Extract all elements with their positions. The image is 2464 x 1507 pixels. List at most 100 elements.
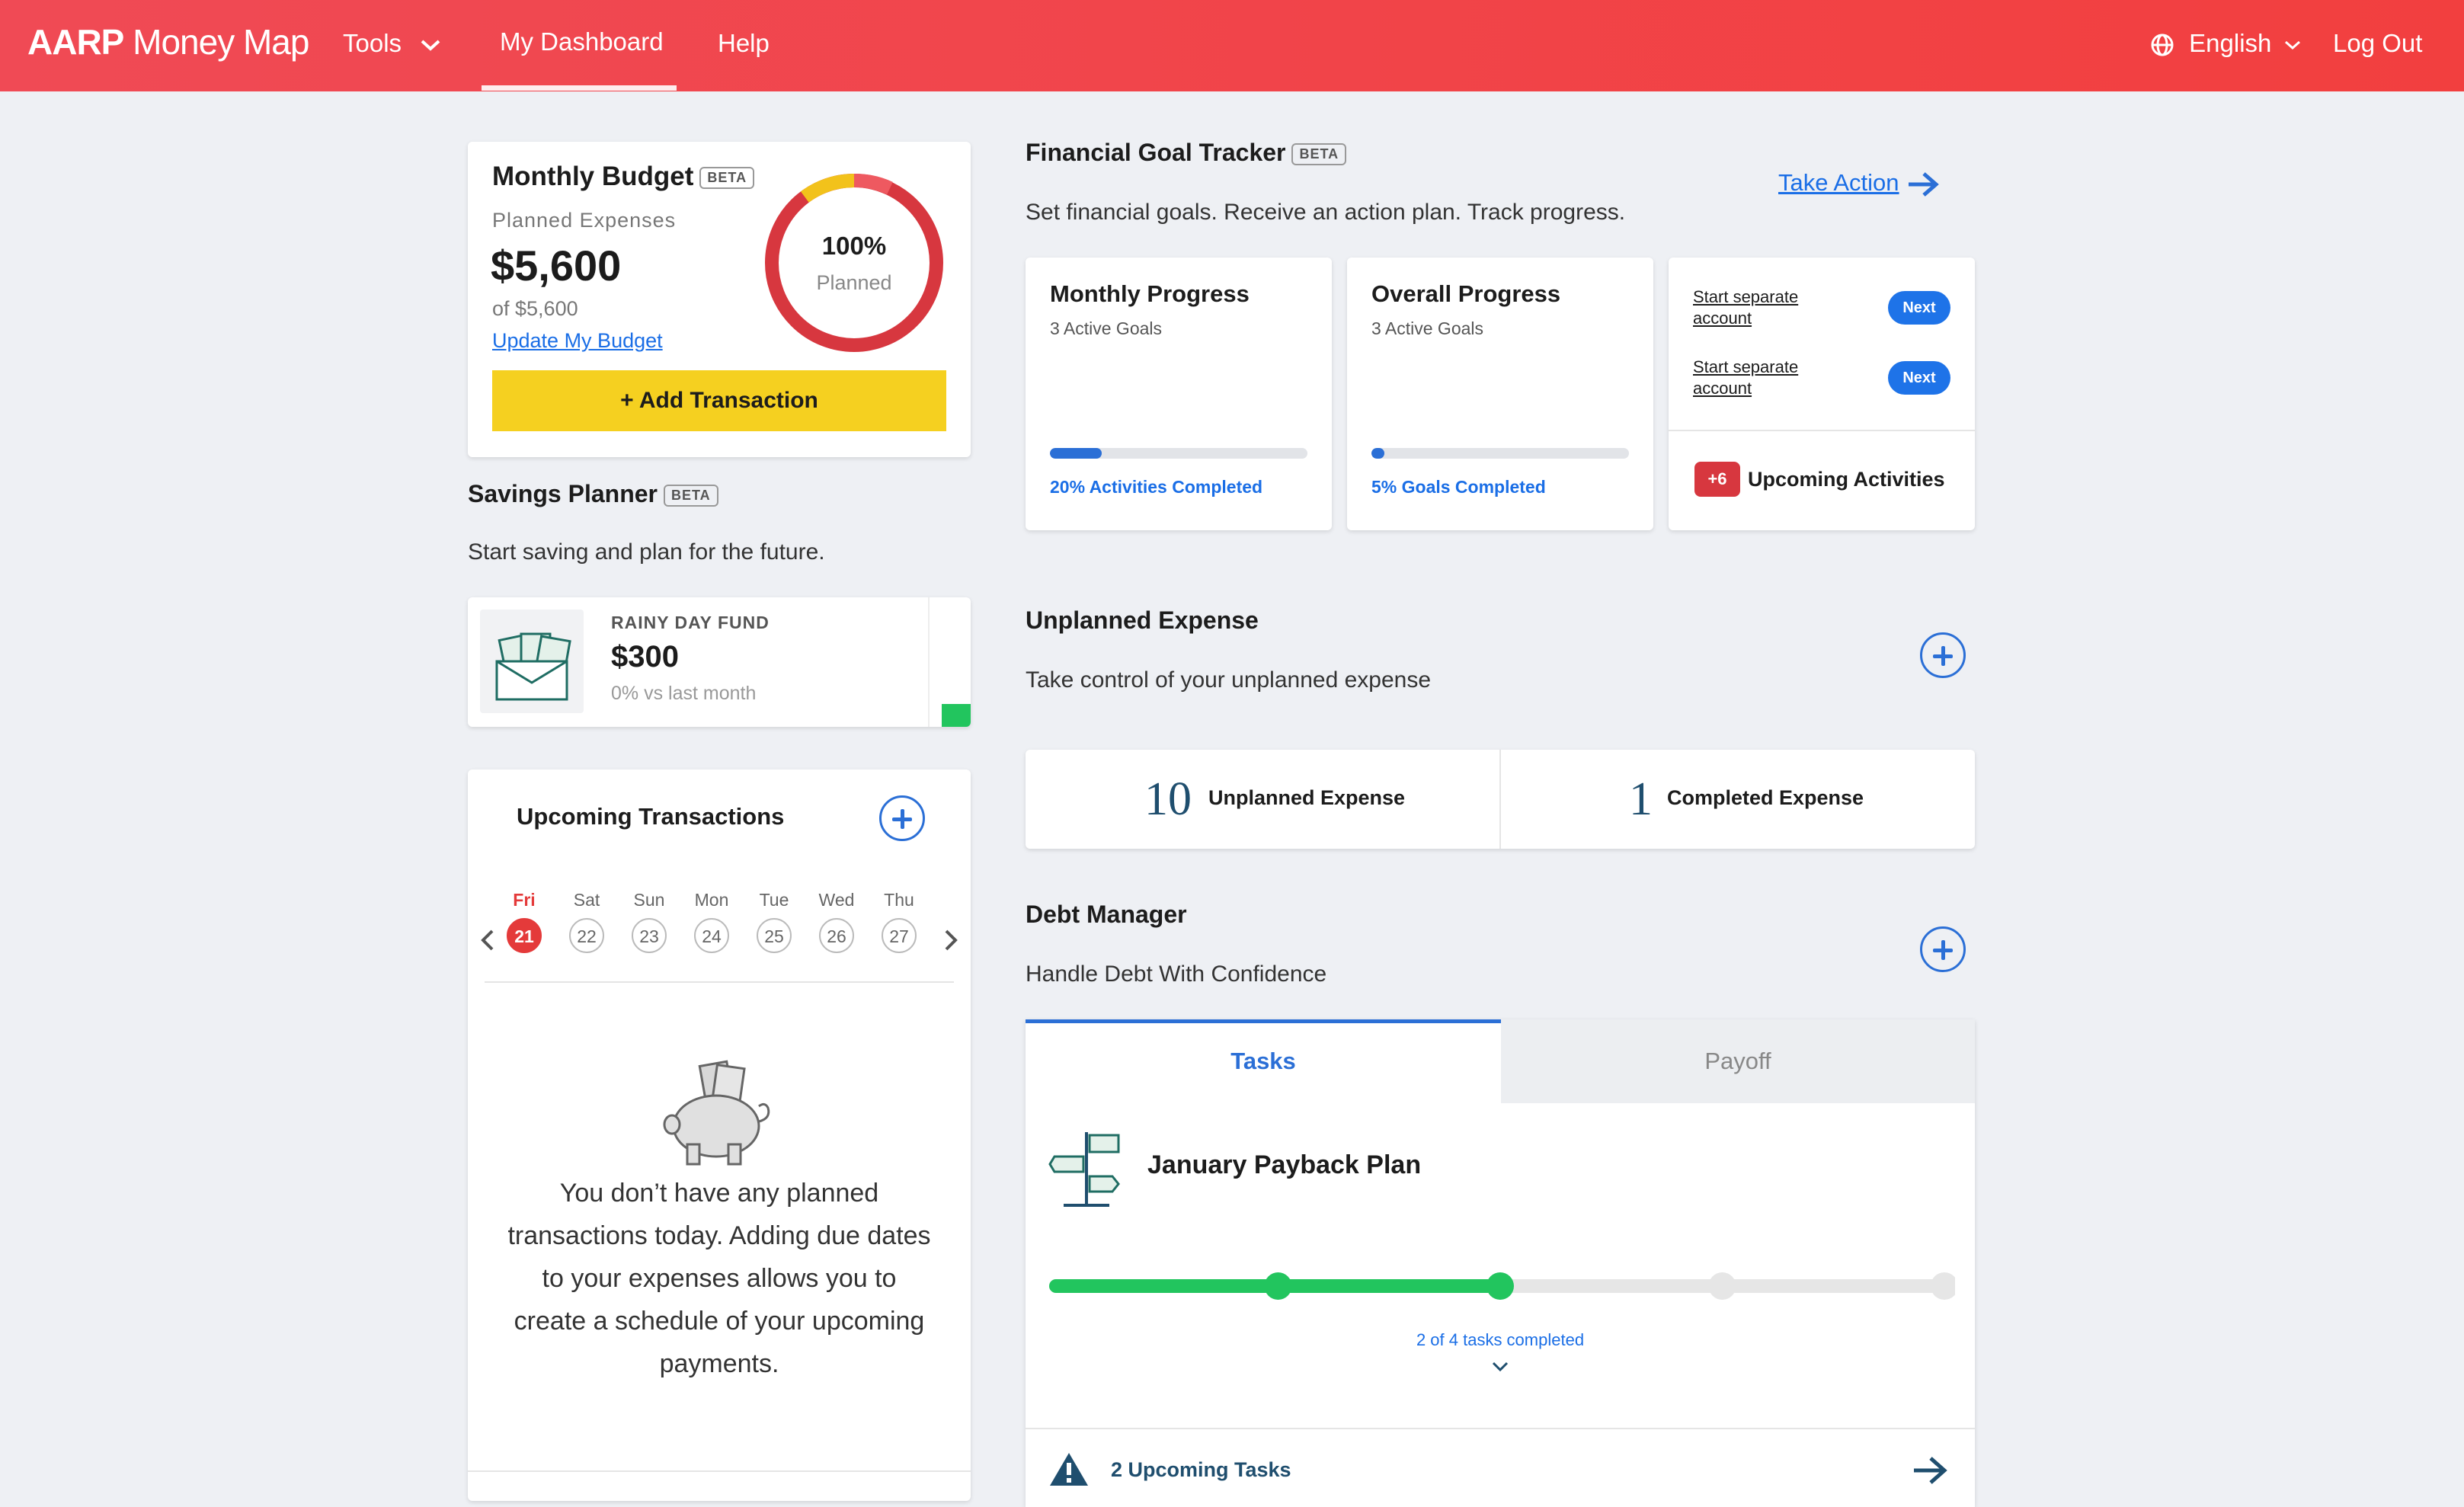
tab-tasks[interactable]: Tasks xyxy=(1026,1019,1501,1103)
take-action-link[interactable]: Take Action xyxy=(1778,169,1941,198)
arrow-right-icon xyxy=(1909,171,1939,197)
unplanned-count: 10 xyxy=(1144,773,1192,825)
add-transaction-button[interactable]: + Add Transaction xyxy=(492,370,946,431)
donut-segment-pink xyxy=(853,174,893,195)
goal-tracker-title: Financial Goal Tracker BETA xyxy=(1026,139,1347,167)
add-upcoming-transaction-button[interactable] xyxy=(879,795,925,841)
day-number: 23 xyxy=(632,918,667,953)
monthly-progress-bar xyxy=(1050,448,1307,459)
goal-tracker-title-text: Financial Goal Tracker xyxy=(1026,139,1286,166)
debt-manager-title: Debt Manager xyxy=(1026,901,1187,928)
fund-progress-fill xyxy=(942,704,971,727)
day-of-week: Fri xyxy=(513,890,536,910)
beta-badge: BETA xyxy=(1291,143,1347,166)
overall-progress-bar xyxy=(1371,448,1629,459)
take-action-label: Take Action xyxy=(1778,169,1899,196)
upcoming-transactions-title: Upcoming Transactions xyxy=(517,803,785,830)
nav-my-dashboard[interactable]: My Dashboard xyxy=(500,27,664,56)
language-selector[interactable]: English xyxy=(2150,29,2302,58)
day-of-week: Tue xyxy=(759,890,789,910)
planned-amount: $5,600 xyxy=(491,242,622,290)
day-number: 26 xyxy=(819,918,854,953)
day-of-week: Wed xyxy=(818,890,855,910)
payback-plan-name: January Payback Plan xyxy=(1147,1150,1422,1179)
unplanned-expense-stat[interactable]: 10 Unplanned Expense xyxy=(1026,750,1499,849)
aarp-money-map-logo[interactable]: AARP Money Map xyxy=(27,21,309,62)
chevron-right-icon[interactable] xyxy=(942,928,960,952)
calendar-day[interactable]: Tue 25 xyxy=(744,890,805,953)
tab-payoff[interactable]: Payoff xyxy=(1501,1019,1975,1103)
update-budget-link[interactable]: Update My Budget xyxy=(492,329,663,352)
completed-expense-stat[interactable]: 1 Completed Expense xyxy=(1501,750,1975,849)
calendar-day[interactable]: Sat 22 xyxy=(556,890,617,953)
monthly-active-goals: 3 Active Goals xyxy=(1050,318,1163,338)
completed-count: 1 xyxy=(1629,773,1653,825)
fund-amount: $300 xyxy=(611,640,679,674)
activity-next-button[interactable]: Next xyxy=(1888,291,1950,325)
donut-percent: 100% xyxy=(821,232,887,260)
tasks-completed-caption[interactable]: 2 of 4 tasks completed xyxy=(1416,1330,1585,1349)
piggy-bank-icon xyxy=(663,1060,770,1166)
upcoming-tasks-label[interactable]: 2 Upcoming Tasks xyxy=(1111,1458,1291,1481)
day-of-week: Sat xyxy=(573,890,600,910)
nav-help[interactable]: Help xyxy=(718,29,770,57)
signpost-icon xyxy=(1048,1132,1120,1207)
unplanned-expense-subtitle: Take control of your unplanned expense xyxy=(1026,667,1432,693)
fund-progress-meter xyxy=(928,597,971,727)
money-envelope-icon xyxy=(480,610,584,713)
budget-total: of $5,600 xyxy=(492,297,578,320)
beta-badge: BETA xyxy=(663,485,718,507)
monthly-budget-title: Monthly Budget BETA xyxy=(492,162,755,192)
activity-item-label[interactable]: Start separate account xyxy=(1693,287,1799,328)
logo-brand: AARP xyxy=(27,22,124,62)
add-unplanned-expense-button[interactable] xyxy=(1920,632,1966,678)
overall-progress-caption: 5% Goals Completed xyxy=(1371,477,1546,497)
calendar-day[interactable]: Sun 23 xyxy=(619,890,680,953)
logo-product: Money Map xyxy=(133,22,309,62)
upcoming-activities-badge: +6 xyxy=(1694,462,1740,497)
monthly-progress-card[interactable]: Monthly Progress 3 Active Goals 20% Acti… xyxy=(1026,258,1332,530)
rainy-day-fund-card[interactable]: RAINY DAY FUND $300 0% vs last month xyxy=(468,597,971,727)
nav-tools-label: Tools xyxy=(343,29,402,57)
divider xyxy=(1026,1428,1975,1429)
overall-progress-card[interactable]: Overall Progress 3 Active Goals 5% Goals… xyxy=(1347,258,1653,530)
monthly-budget-title-text: Monthly Budget xyxy=(492,162,694,191)
monthly-budget-card: Monthly Budget BETA Planned Expenses $5,6… xyxy=(468,142,971,457)
chevron-down-icon xyxy=(421,40,440,51)
day-number: 22 xyxy=(569,918,604,953)
beta-badge: BETA xyxy=(699,167,755,190)
calendar-day[interactable]: Thu 27 xyxy=(869,890,930,953)
day-number: 27 xyxy=(882,918,917,953)
divider xyxy=(1499,750,1501,849)
activities-card: Start separate account Next Start separa… xyxy=(1669,258,1975,530)
calendar-day[interactable]: Wed 26 xyxy=(806,890,867,953)
activity-next-button[interactable]: Next xyxy=(1888,361,1950,395)
warning-icon xyxy=(1050,1453,1088,1486)
active-nav-indicator xyxy=(482,85,677,91)
day-number: 25 xyxy=(757,918,792,953)
nav-tools[interactable]: Tools xyxy=(343,29,442,58)
chevron-down-icon[interactable] xyxy=(1489,1359,1512,1374)
day-number: 24 xyxy=(694,918,729,953)
savings-planner-subtitle: Start saving and plan for the future. xyxy=(468,539,825,565)
upcoming-transactions-card: Upcoming Transactions Fri 21 Sat 22 Sun 23 … xyxy=(468,769,971,1501)
chevron-left-icon[interactable] xyxy=(478,928,497,952)
task-step-marker xyxy=(1708,1272,1736,1300)
monthly-progress-caption: 20% Activities Completed xyxy=(1050,477,1263,497)
calendar-day[interactable]: Fri 21 xyxy=(494,890,555,953)
donut-segment-yellow xyxy=(800,174,855,203)
language-label: English xyxy=(2189,29,2272,57)
calendar-day[interactable]: Mon 24 xyxy=(681,890,742,953)
upcoming-activities-label[interactable]: Upcoming Activities xyxy=(1748,468,1945,491)
overall-active-goals: 3 Active Goals xyxy=(1371,318,1484,338)
fund-change: 0% vs last month xyxy=(611,683,757,704)
arrow-right-icon[interactable] xyxy=(1911,1455,1949,1486)
logout-link[interactable]: Log Out xyxy=(2333,29,2423,57)
budget-donut-chart xyxy=(765,174,943,352)
debt-manager-subtitle: Handle Debt With Confidence xyxy=(1026,961,1327,987)
activity-item-label[interactable]: Start separate account xyxy=(1693,357,1799,398)
day-of-week: Mon xyxy=(694,890,729,910)
monthly-progress-fill xyxy=(1050,448,1102,459)
add-debt-button[interactable] xyxy=(1920,926,1966,972)
divider xyxy=(1669,430,1975,431)
